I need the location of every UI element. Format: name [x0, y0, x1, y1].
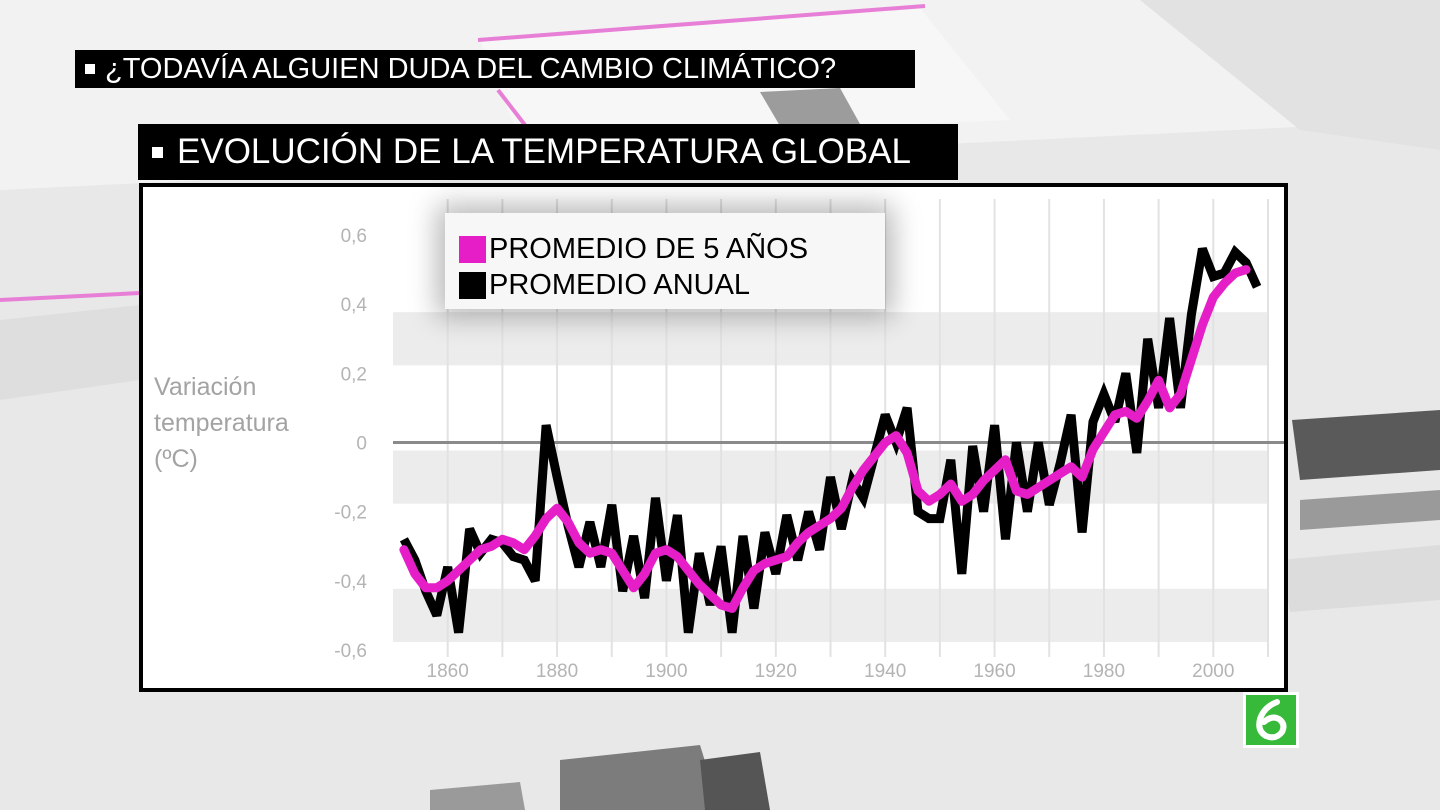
- x-tick-label: 1960: [973, 661, 1015, 682]
- legend-swatch-five-year: [459, 235, 486, 263]
- legend-item-annual: PROMEDIO ANUAL: [459, 267, 885, 303]
- bullet-square-icon: [85, 64, 95, 74]
- legend-label-annual: PROMEDIO ANUAL: [489, 268, 751, 301]
- x-tick-label: 2000: [1192, 661, 1234, 682]
- x-tick-label: 1980: [1083, 661, 1125, 682]
- x-tick-label: 1920: [755, 661, 797, 682]
- y-tick-label: 0,2: [341, 364, 367, 385]
- chart-legend: PROMEDIO DE 5 AÑOS PROMEDIO ANUAL: [445, 213, 885, 309]
- y-tick-label: 0,4: [341, 295, 368, 316]
- x-tick-label: 1900: [645, 661, 687, 682]
- legend-item-five-year: PROMEDIO DE 5 AÑOS: [459, 231, 885, 267]
- legend-label-five-year: PROMEDIO DE 5 AÑOS: [489, 232, 809, 265]
- y-tick-label: -0,6: [334, 641, 367, 662]
- y-tick-labels: 0,6 0,4 0,2 0 -0,2 -0,4 -0,6: [334, 226, 367, 662]
- y-tick-label: -0,4: [334, 572, 367, 593]
- five-year-average-line: [399, 265, 1251, 613]
- y-tick-label: 0,6: [341, 226, 367, 247]
- legend-swatch-annual: [459, 271, 486, 299]
- question-text: ¿TODAVÍA ALGUIEN DUDA DEL CAMBIO CLIMÁTI…: [105, 52, 837, 85]
- chart-title-banner: EVOLUCIÓN DE LA TEMPERATURA GLOBAL: [138, 124, 958, 180]
- channel-logo: [1243, 692, 1299, 748]
- chart-title: EVOLUCIÓN DE LA TEMPERATURA GLOBAL: [177, 132, 911, 171]
- x-tick-label: 1860: [427, 661, 469, 682]
- la-sexta-logo-icon: [1256, 699, 1287, 741]
- question-banner: ¿TODAVÍA ALGUIEN DUDA DEL CAMBIO CLIMÁTI…: [75, 50, 915, 88]
- y-axis-label: Variación temperatura (ºC): [154, 373, 289, 473]
- y-tick-label: -0,2: [334, 503, 367, 524]
- y-tick-label: 0: [356, 434, 367, 455]
- x-tick-label: 1940: [864, 661, 906, 682]
- chart-panel: 0,6 0,4 0,2 0 -0,2 -0,4 -0,6 1860 1880 1900 1920 1…: [139, 183, 1288, 692]
- x-tick-labels: 1860 1880 1900 1920 1940 1960 1980 2000: [427, 661, 1235, 682]
- x-tick-label: 1880: [536, 661, 578, 682]
- bullet-square-icon: [152, 146, 163, 158]
